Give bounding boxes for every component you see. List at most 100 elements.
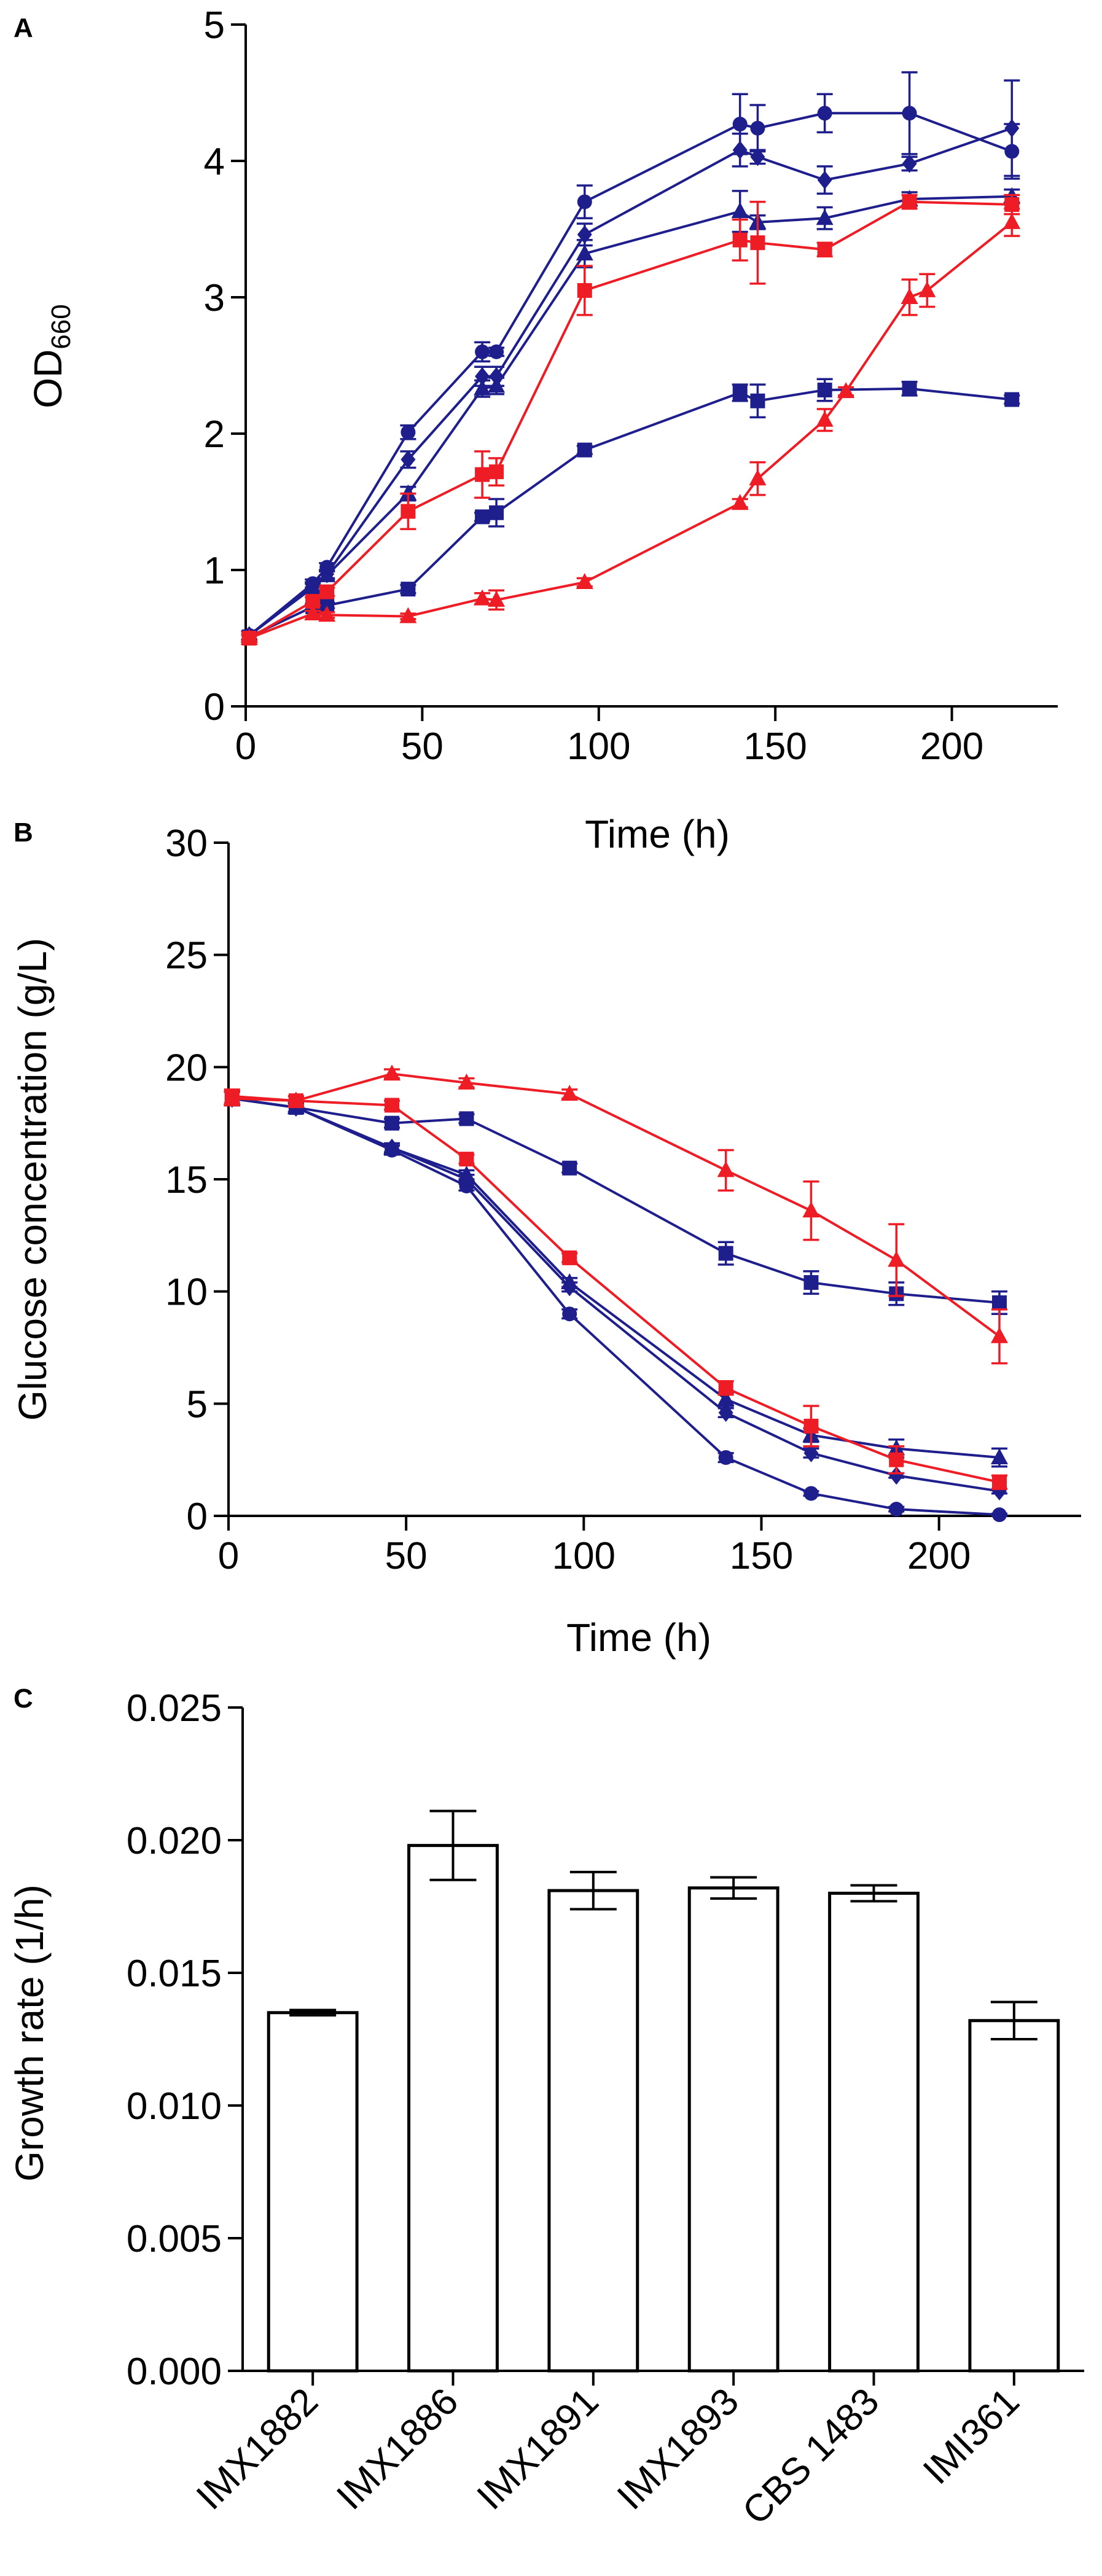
panel-a-y-title-main: OD	[26, 349, 70, 408]
panel-b-point-red-triangle	[888, 1251, 905, 1267]
panel-a-point-red-triangle	[749, 469, 767, 486]
panel-a-x-tick-label: 150	[743, 725, 807, 768]
panel-c-y-tick-label: 0.020	[127, 1820, 222, 1862]
panel-a-y-tick-label: 1	[204, 550, 225, 592]
category-label-CBS-1483: CBS 1483	[735, 2380, 888, 2533]
panel-b-point-red-triangle	[990, 1327, 1008, 1343]
bar-IMX1882	[267, 2011, 359, 2373]
panel-a-point-blue-circle	[732, 117, 748, 132]
panel-a-point-blue-triangle	[488, 377, 506, 393]
panel-a-series	[240, 71, 1021, 646]
panel-a-point-red-triangle	[488, 590, 506, 607]
panel-b-x-tick-label: 50	[385, 1535, 428, 1577]
panel-b-point-blue-square	[459, 1111, 474, 1126]
panel-b-point-red-square	[889, 1452, 904, 1467]
panel-b-point-blue-square	[718, 1246, 733, 1261]
panel-b-point-blue-triangle	[383, 1138, 401, 1155]
panel-b-point-blue-diamond	[889, 1466, 904, 1485]
panel-a-point-blue-square	[817, 382, 832, 397]
panel-a-point-blue-square	[489, 505, 504, 520]
panel-a-x-title: Time (h)	[585, 812, 730, 856]
panel-c-y-tick-label: 0.010	[127, 2085, 222, 2128]
panel-b-point-blue-triangle	[561, 1273, 579, 1290]
panel-a-point-red-square	[577, 283, 592, 298]
panel-a-series-blue-square	[241, 378, 1020, 644]
panel-b-point-red-triangle	[802, 1201, 820, 1218]
panel-a-y-tick-label: 0	[204, 686, 225, 728]
panel-a-point-blue-square	[577, 442, 592, 458]
panel-a-point-red-triangle	[240, 629, 258, 645]
panel-a-y-tick-label: 3	[204, 277, 225, 319]
panel-a-point-red-triangle	[304, 604, 322, 621]
panel-a-point-blue-triangle	[304, 578, 322, 595]
category-label-IMX1893: IMX1893	[609, 2380, 747, 2518]
panel-a-point-red-square	[902, 194, 917, 209]
panel-c-y-tick-label: 0.015	[127, 1953, 222, 1995]
panel-b-point-red-square	[718, 1380, 733, 1395]
panel-a-point-blue-circle	[750, 120, 765, 136]
panel-a-point-red-triangle	[731, 494, 749, 510]
panel-a-y-tick-label: 4	[204, 141, 225, 183]
panel-a-point-red-square	[475, 467, 490, 482]
panel-b-point-blue-triangle	[458, 1165, 475, 1182]
panel-a-series-blue-triangle	[240, 187, 1021, 642]
panel-b-point-blue-triangle	[990, 1448, 1008, 1465]
bar-IMI361	[968, 2019, 1060, 2373]
panel-b-point-red-square	[562, 1250, 577, 1265]
category-label-IMI361: IMI361	[915, 2380, 1028, 2492]
panel-a-point-red-triangle	[576, 572, 593, 589]
panel-b-y-title: Glucose concentration (g/L)	[10, 938, 55, 1421]
panel-b-y-tick-label: 30	[165, 822, 208, 865]
panel-a-point-blue-diamond	[1004, 119, 1020, 138]
panel-b-series-blue-square	[224, 1090, 1007, 1315]
panel-b-point-red-triangle	[561, 1085, 579, 1101]
panel-b-point-red-triangle	[223, 1089, 241, 1106]
panel-a-y-title-sub: 660	[46, 304, 76, 349]
panel-b-y-tick-label: 5	[187, 1383, 208, 1426]
panel-b-series-line-blue-circle	[232, 1097, 1000, 1516]
panel-b-x-tick-label: 0	[218, 1535, 239, 1577]
panel-b-point-red-square	[803, 1418, 819, 1434]
panel-a-point-blue-circle	[577, 194, 592, 209]
category-label-IMX1886: IMX1886	[329, 2380, 466, 2518]
panel-a-point-blue-triangle	[576, 244, 593, 260]
panel-a-series-line-red-triangle	[249, 221, 1013, 639]
panel-c-y-tick-label: 0.005	[127, 2218, 222, 2260]
panel-a-y-tick-label: 2	[204, 413, 225, 456]
panel-a-x-tick-label: 0	[235, 725, 256, 768]
category-label-IMX1891: IMX1891	[469, 2380, 606, 2518]
panel-a-series-red-square	[241, 193, 1020, 646]
panel-c-y-tick-label: 0.025	[127, 1687, 222, 1730]
panel-b: B Glucose concentration (g/L) Time (h) 0…	[10, 818, 1081, 1660]
panel-c-letter: C	[14, 1684, 33, 1714]
panel-b-x-tick-label: 200	[907, 1535, 971, 1577]
panel-a-point-red-triangle	[918, 281, 936, 297]
panel-a-point-blue-square	[750, 393, 765, 408]
panel-a-point-blue-square	[1004, 392, 1020, 407]
panel-a-point-blue-triangle	[816, 209, 834, 225]
panel-a-point-blue-triangle	[474, 379, 491, 396]
panel-c-axes: 0.000 0.005 0.010 0.015 0.020 0.025	[127, 1687, 1084, 2393]
panel-b-series-blue-triangle	[223, 1089, 1008, 1468]
panel-b-y-tick-label: 20	[165, 1047, 208, 1089]
panel-b-letter: B	[14, 818, 33, 848]
category-label-IMX1882: IMX1882	[189, 2380, 326, 2518]
panel-b-point-blue-circle	[562, 1306, 577, 1322]
panel-a-point-red-triangle	[1003, 213, 1021, 229]
panel-b-point-red-triangle	[287, 1091, 305, 1108]
panel-a-point-blue-triangle	[399, 484, 417, 501]
panel-a-y-title: OD660	[26, 304, 76, 408]
panel-b-point-red-square	[459, 1152, 474, 1167]
panel-a-y-tick-label: 5	[204, 4, 225, 47]
panel-a-point-blue-diamond	[401, 450, 416, 469]
panel-a-point-red-triangle	[318, 606, 336, 622]
panel-a-point-blue-circle	[817, 106, 832, 121]
panel-b-point-blue-square	[991, 1295, 1007, 1310]
panel-b-x-tick-label: 100	[552, 1535, 615, 1577]
panel-b-axes: 0 5 10 15 20 25 30 0 50 100 150 200	[165, 822, 1081, 1577]
panel-a-point-blue-square	[475, 509, 490, 525]
panel-a-point-red-triangle	[399, 607, 417, 623]
panel-a-point-red-triangle	[901, 288, 918, 304]
bar-group-IMI361: IMI361	[915, 2000, 1060, 2492]
